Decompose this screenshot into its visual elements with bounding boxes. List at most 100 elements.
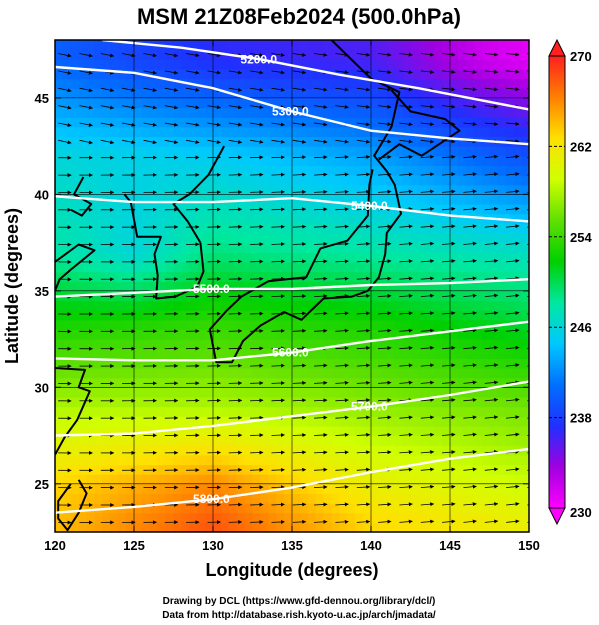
- heat-cell: [331, 107, 340, 118]
- heat-cell: [315, 78, 325, 89]
- heat-cell: [521, 49, 529, 60]
- heat-cell: [189, 319, 198, 331]
- heat-cell: [213, 252, 222, 263]
- heat-cell: [236, 59, 246, 70]
- heat-cell: [141, 319, 151, 331]
- heat-cell: [141, 204, 151, 215]
- heat-cell: [110, 165, 119, 176]
- heat-cell: [86, 310, 96, 321]
- heat-cell: [118, 97, 127, 109]
- heat-cell: [331, 396, 340, 408]
- heat-cell: [323, 425, 333, 437]
- heat-cell: [442, 40, 451, 51]
- heat-cell: [236, 155, 246, 167]
- heat-cell: [55, 107, 64, 118]
- heat-cell: [489, 339, 498, 350]
- heat-cell: [307, 184, 317, 195]
- heat-cell: [173, 213, 182, 224]
- heat-cell: [102, 242, 111, 253]
- heat-cell: [410, 88, 419, 99]
- wind-arrow: [314, 398, 328, 403]
- heat-cell: [118, 175, 127, 186]
- heat-cell: [110, 300, 119, 311]
- heat-cell: [402, 88, 412, 99]
- heat-cell: [55, 117, 64, 128]
- heat-cell: [118, 155, 127, 167]
- heat-cell: [450, 348, 459, 359]
- heat-cell: [165, 319, 175, 331]
- heat-cell: [181, 184, 190, 195]
- heat-cell: [228, 445, 238, 456]
- wind-arrow: [506, 258, 520, 263]
- wind-arrow: [143, 87, 157, 92]
- heat-cell: [86, 175, 96, 186]
- wind-arrow: [420, 259, 435, 264]
- heat-cell: [70, 483, 80, 495]
- heat-cell: [252, 503, 261, 514]
- heat-cell: [521, 165, 529, 176]
- heat-cell: [347, 146, 356, 157]
- heat-cell: [157, 368, 167, 379]
- heat-cell: [94, 522, 103, 532]
- heat-cell: [402, 512, 412, 523]
- coastline: [57, 479, 88, 532]
- wind-arrow: [100, 53, 115, 58]
- heat-cell: [55, 339, 64, 350]
- heat-cell: [197, 348, 206, 359]
- heat-cell: [86, 155, 96, 167]
- heat-cell: [355, 435, 364, 446]
- heat-cell: [78, 126, 88, 138]
- heat-cell: [450, 271, 459, 282]
- heat-cell: [284, 368, 293, 379]
- heat-cell: [442, 232, 451, 244]
- heat-cell: [347, 194, 356, 205]
- heat-cell: [244, 281, 254, 292]
- heat-cell: [157, 435, 167, 446]
- heat-cell: [157, 165, 167, 176]
- wind-arrow: [378, 224, 392, 229]
- heat-cell: [473, 49, 483, 60]
- heat-cell: [355, 348, 364, 359]
- wind-arrow: [420, 380, 435, 385]
- heat-cell: [228, 271, 238, 282]
- heat-cell: [489, 310, 498, 321]
- heat-cell: [213, 213, 222, 224]
- wind-arrow: [356, 346, 371, 351]
- heat-cell: [220, 522, 230, 532]
- heat-cell: [141, 194, 151, 205]
- heat-cell: [418, 368, 427, 379]
- wind-arrow: [420, 467, 435, 472]
- heat-cell: [173, 396, 182, 408]
- heat-cell: [110, 483, 119, 495]
- wind-arrow: [314, 415, 328, 420]
- wind-arrow: [143, 122, 157, 127]
- wind-arrow: [79, 122, 93, 127]
- heat-cell: [205, 319, 214, 331]
- heat-cell: [457, 425, 467, 437]
- heat-cell: [78, 348, 88, 359]
- heat-cell: [181, 281, 190, 292]
- heat-cell: [371, 88, 380, 99]
- heat-cell: [307, 232, 317, 244]
- heat-cell: [252, 319, 261, 331]
- heat-cell: [268, 300, 277, 311]
- heat-cell: [434, 213, 443, 224]
- wind-arrow: [250, 519, 264, 524]
- heat-cell: [378, 232, 388, 244]
- heat-cell: [55, 358, 64, 369]
- wind-arrow: [250, 122, 264, 127]
- heat-cell: [394, 474, 404, 485]
- heat-cell: [228, 329, 238, 340]
- heat-cell: [521, 396, 529, 408]
- heat-cell: [118, 435, 127, 446]
- heat-cell: [173, 522, 182, 532]
- heat-cell: [497, 348, 506, 359]
- heat-cell: [481, 49, 491, 60]
- heat-cell: [394, 329, 404, 340]
- heat-cell: [268, 435, 277, 446]
- heat-cell: [165, 232, 175, 244]
- heat-cell: [149, 464, 159, 475]
- wind-arrow: [250, 155, 264, 160]
- heat-cell: [244, 146, 254, 157]
- heat-cell: [394, 223, 404, 234]
